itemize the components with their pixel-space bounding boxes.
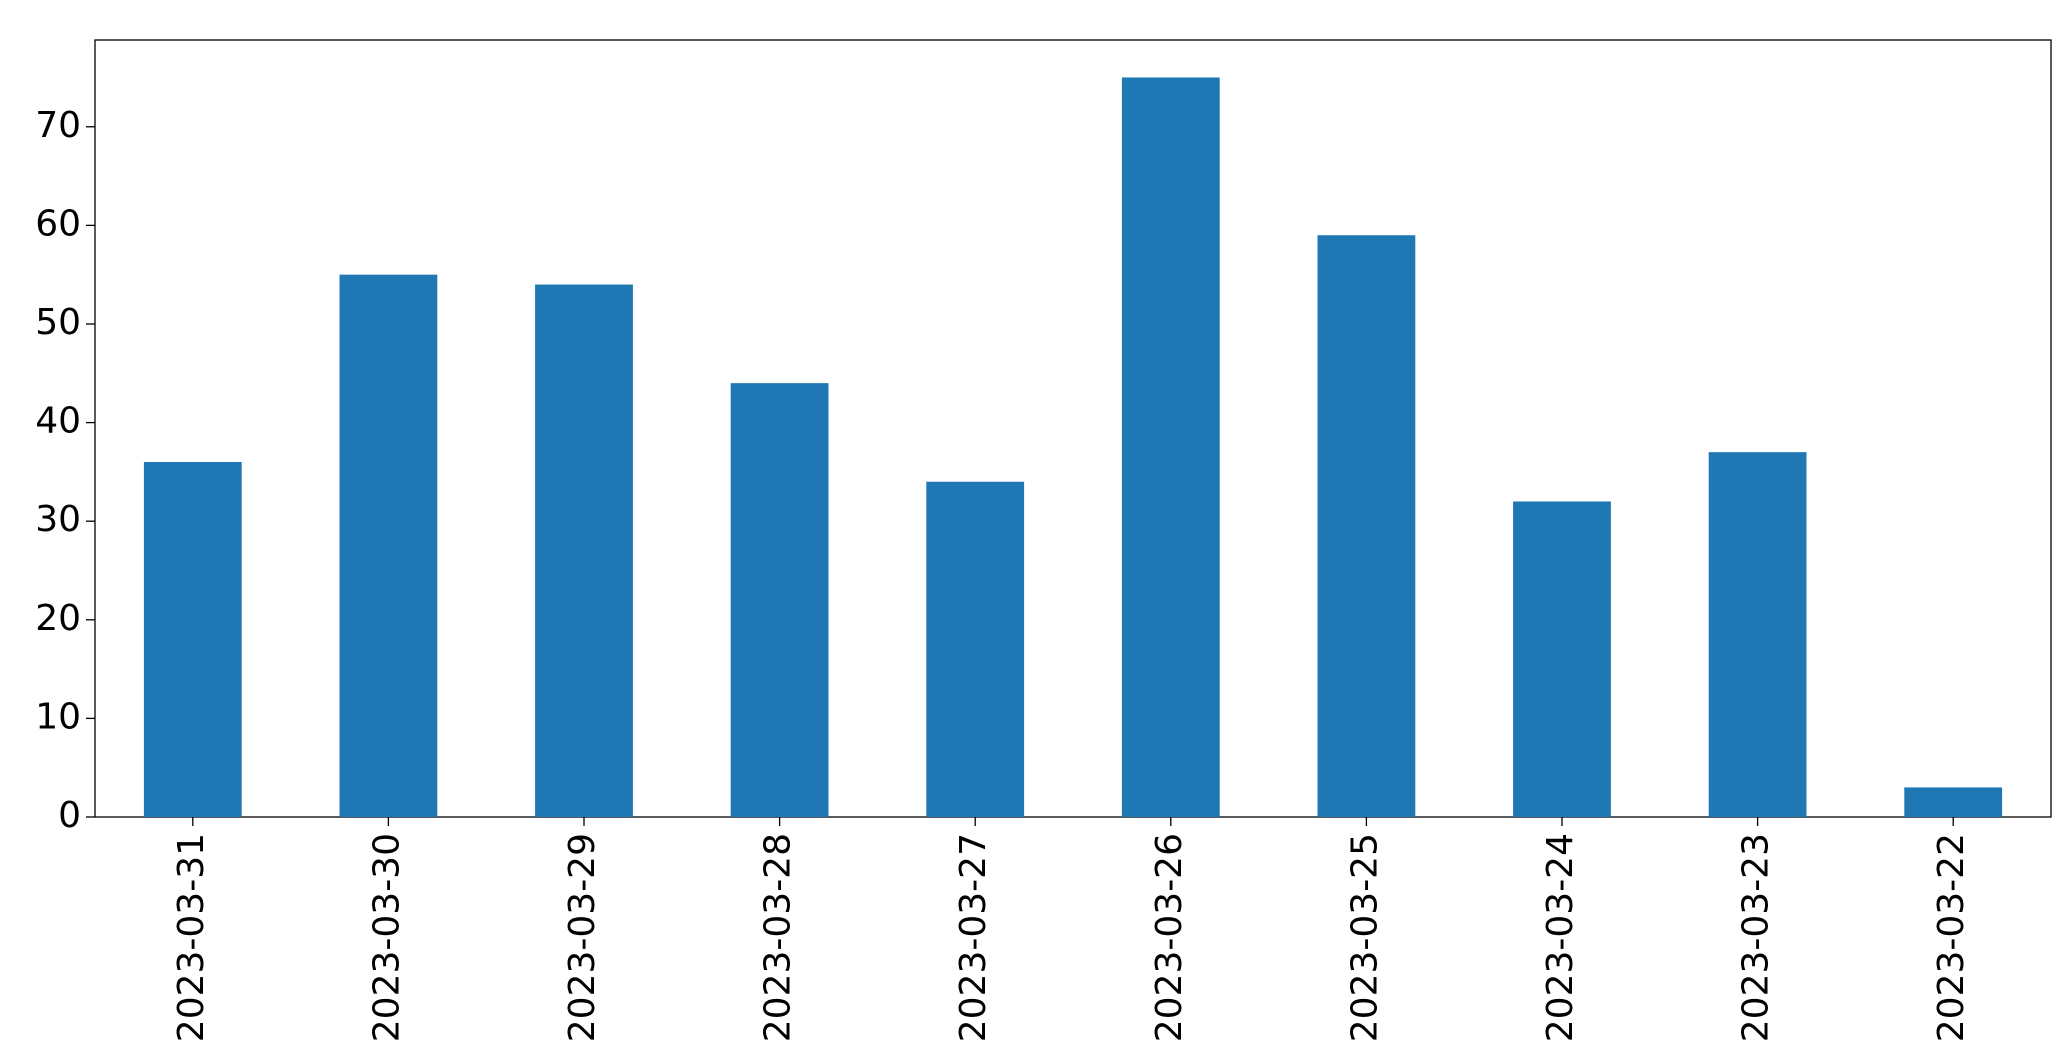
bar <box>1121 77 1220 817</box>
x-tick-label: 2023-03-22 <box>1931 833 1972 1042</box>
y-tick-label: 0 <box>58 795 81 836</box>
x-tick-label: 2023-03-31 <box>171 833 212 1042</box>
bar <box>1904 787 2003 817</box>
bar <box>730 383 829 817</box>
x-tick-label: 2023-03-23 <box>1736 833 1777 1042</box>
y-tick-label: 30 <box>35 499 81 540</box>
bar <box>1317 235 1416 818</box>
x-tick-label: 2023-03-30 <box>366 833 407 1042</box>
y-tick-label: 10 <box>35 696 81 737</box>
bar <box>1513 501 1611 817</box>
x-tick-label: 2023-03-28 <box>758 833 799 1042</box>
bar <box>926 481 1025 817</box>
bar <box>535 284 633 817</box>
bar <box>143 462 242 817</box>
x-tick-label: 2023-03-29 <box>562 833 603 1042</box>
x-tick-label: 2023-03-25 <box>1344 833 1385 1042</box>
y-tick-label: 50 <box>35 302 81 343</box>
x-tick-label: 2023-03-24 <box>1540 833 1581 1042</box>
bar <box>1708 452 1807 817</box>
y-tick-label: 70 <box>35 105 81 146</box>
x-tick-label: 2023-03-26 <box>1149 833 1190 1042</box>
plot-frame <box>94 39 2052 818</box>
y-tick-label: 20 <box>35 598 81 639</box>
y-tick-label: 60 <box>35 203 81 244</box>
bar <box>339 274 438 817</box>
x-tick-label: 2023-03-27 <box>953 833 994 1042</box>
y-tick-label: 40 <box>35 401 81 442</box>
